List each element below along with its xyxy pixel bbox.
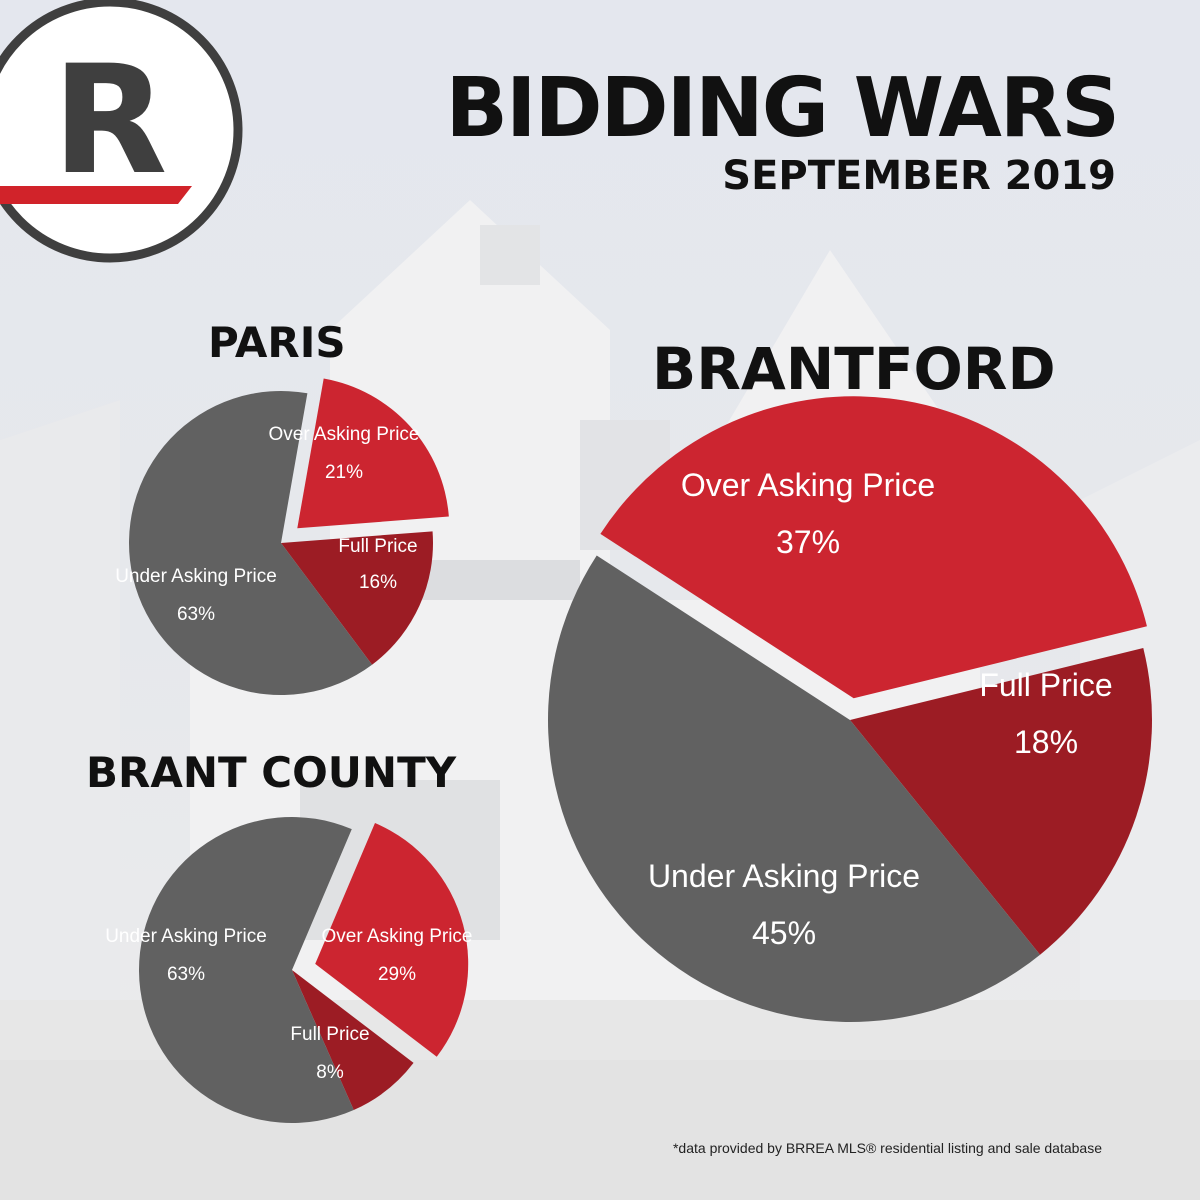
brant-county-label-under-asking: Under Asking Price xyxy=(105,926,267,947)
data-source-footnote: *data provided by BRREA MLS® residential… xyxy=(672,1140,1102,1156)
brantford-slice-under-asking xyxy=(548,555,1041,1022)
brantford-slice-full-price xyxy=(850,647,1152,955)
brantford-heading: BRANTFORD xyxy=(652,335,1056,403)
brant-county-slice-under-asking xyxy=(138,817,354,1123)
brantford-label-over-asking: Over Asking Price xyxy=(681,467,935,503)
brant-county-slice-over-asking xyxy=(315,823,469,1057)
brantford-pie: Over Asking Price 37% Full Price 18% Under A… xyxy=(548,396,1152,1022)
paris-slice-over-asking xyxy=(297,378,449,529)
paris-label-under-asking: Under Asking Price xyxy=(115,566,277,587)
paris-pie: Over Asking Price 21% Full Price 16% Under A… xyxy=(115,378,449,695)
brant-county-label-over-asking: Over Asking Price xyxy=(322,926,473,947)
brant-county-value-under-asking: 63% xyxy=(167,964,205,985)
brant-county-pie: Over Asking Price 29% Full Price 8% Under As… xyxy=(105,817,473,1123)
paris-slice-under-asking xyxy=(128,391,373,695)
brantford-value-under-asking: 45% xyxy=(752,915,816,951)
brantford-label-full-price: Full Price xyxy=(979,667,1112,703)
paris-value-under-asking: 63% xyxy=(177,604,215,625)
paris-value-full-price: 16% xyxy=(359,572,397,593)
brantford-value-over-asking: 37% xyxy=(776,524,840,560)
brant-county-slice-full-price xyxy=(292,970,414,1110)
brantford-slice-over-asking xyxy=(600,396,1147,699)
paris-label-full-price: Full Price xyxy=(338,536,417,557)
company-logo: R xyxy=(0,0,243,263)
brantford-value-full-price: 18% xyxy=(1014,724,1078,760)
paris-heading: PARIS xyxy=(208,318,346,367)
brant-county-value-over-asking: 29% xyxy=(378,964,416,985)
brant-county-label-full-price: Full Price xyxy=(290,1024,369,1045)
paris-slice-full-price xyxy=(281,531,434,665)
paris-label-over-asking: Over Asking Price xyxy=(269,424,420,445)
brantford-label-under-asking: Under Asking Price xyxy=(648,858,920,894)
page-subtitle: SEPTEMBER 2019 xyxy=(722,153,1116,199)
brant-county-value-full-price: 8% xyxy=(316,1062,344,1083)
brant-county-heading: BRANT COUNTY xyxy=(86,748,457,797)
paris-value-over-asking: 21% xyxy=(325,462,363,483)
page-title: BIDDING WARS xyxy=(445,61,1120,156)
logo-letter: R xyxy=(52,34,168,208)
